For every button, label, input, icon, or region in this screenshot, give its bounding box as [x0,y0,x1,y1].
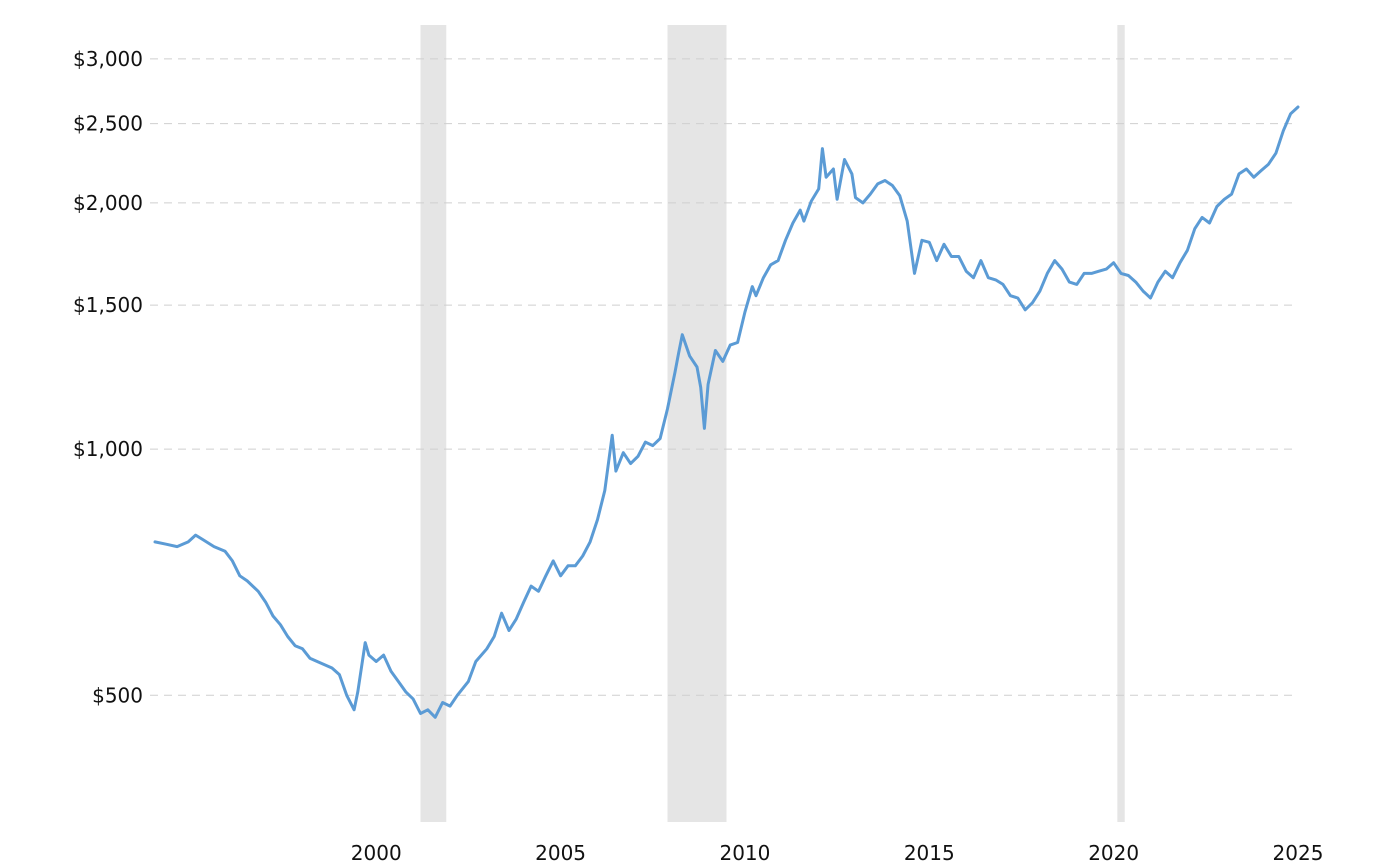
series-line-group [153,105,1300,719]
recession-band-3 [1117,25,1125,822]
recession-band-2 [667,25,727,822]
y-tick-label: $3,000 [73,47,143,71]
recession-band-1 [420,25,447,822]
y-tick-label: $1,500 [73,293,143,317]
y-tick-label: $500 [92,683,143,707]
y-axis-tick-labels: $500 $1,000 $1,500 $2,000 $2,500 $3,000 [73,47,143,707]
x-tick-label: 2020 [1088,841,1139,865]
x-axis-tick-labels: 2000 2005 2010 2015 2020 2025 [351,841,1324,865]
x-tick-label: 2000 [351,841,402,865]
series-line-1 [153,105,1300,719]
x-tick-label: 2025 [1273,841,1324,865]
y-tick-label: $1,000 [73,437,143,461]
y-tick-label: $2,000 [73,191,143,215]
y-gridlines [150,58,1298,696]
x-tick-label: 2015 [904,841,955,865]
x-tick-label: 2005 [535,841,586,865]
x-tick-label: 2010 [719,841,770,865]
recession-bands [420,25,1125,822]
y-tick-label: $2,500 [73,112,143,136]
